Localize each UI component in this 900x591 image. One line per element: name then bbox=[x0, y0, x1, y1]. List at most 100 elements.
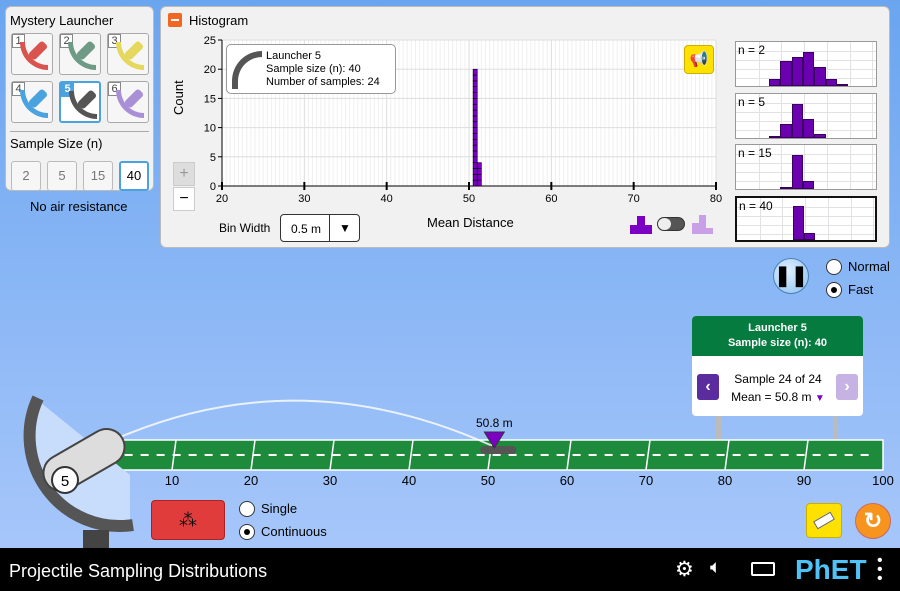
pause-button[interactable]: ❚❚ bbox=[773, 258, 809, 294]
speed-normal-radio[interactable] bbox=[826, 259, 842, 275]
sample-size-40-button[interactable]: 40 bbox=[119, 161, 149, 191]
histogram-dot bbox=[476, 168, 482, 175]
yard-line bbox=[566, 439, 572, 471]
next-sample-button[interactable]: › bbox=[836, 374, 858, 400]
single-radio[interactable] bbox=[239, 501, 255, 517]
grid-line bbox=[737, 224, 875, 226]
histogram-dot bbox=[472, 92, 478, 99]
field-tick-label: 70 bbox=[639, 473, 653, 488]
grid-line bbox=[737, 215, 875, 217]
mini-bar bbox=[792, 205, 805, 240]
sample-counter: Sample 24 of 24 bbox=[734, 372, 822, 386]
histogram-title: Histogram bbox=[189, 13, 249, 28]
eraser-button[interactable] bbox=[806, 503, 842, 538]
chevron-down-icon: ▼ bbox=[329, 215, 360, 241]
histogram-dot bbox=[476, 162, 482, 169]
grid-line bbox=[850, 197, 852, 240]
histogram-dot bbox=[472, 86, 478, 93]
histogram-dot bbox=[472, 74, 478, 82]
histogram-dot bbox=[472, 68, 478, 76]
sample-size-15-button[interactable]: 15 bbox=[83, 161, 113, 191]
reset-icon: ↻ bbox=[863, 508, 883, 533]
view-toggle-switch[interactable] bbox=[657, 217, 685, 231]
grid-line bbox=[849, 145, 851, 189]
yard-line bbox=[408, 439, 414, 471]
field-tick-label: 100 bbox=[872, 473, 894, 488]
mini-histogram-n2[interactable]: n = 2 bbox=[735, 41, 877, 87]
launcher-button-5[interactable]: 5 bbox=[59, 81, 101, 123]
grid-line bbox=[873, 197, 875, 240]
sound-button[interactable]: 📢 bbox=[684, 45, 714, 74]
grid-line bbox=[781, 93, 783, 138]
sample-size-5-button[interactable]: 5 bbox=[47, 161, 77, 191]
grid-line bbox=[826, 42, 828, 86]
grid-line bbox=[827, 197, 829, 240]
histogram-dot bbox=[472, 98, 478, 105]
histogram-dot bbox=[472, 150, 478, 158]
field-tick-label: 90 bbox=[797, 473, 811, 488]
launch-button[interactable]: ⁂ bbox=[151, 500, 225, 540]
mini-bar bbox=[780, 187, 792, 189]
mini-histogram-label: n = 40 bbox=[739, 198, 773, 213]
grid-line bbox=[826, 93, 828, 138]
collapse-button[interactable] bbox=[168, 13, 182, 27]
launcher-panel: Mystery Launcher 1 2 3 4 5 6 Sample Size… bbox=[5, 6, 154, 191]
field-tick-label: 60 bbox=[560, 473, 574, 488]
settings-icon[interactable]: ⚙ bbox=[675, 558, 694, 581]
reset-all-button[interactable]: ↻ bbox=[855, 503, 891, 539]
histogram-dot bbox=[472, 121, 478, 128]
y-axis-label: Count bbox=[171, 80, 186, 115]
continuous-radio[interactable] bbox=[239, 524, 255, 540]
air-resistance-label: No air resistance bbox=[30, 199, 128, 214]
menu-icon[interactable]: • • • bbox=[877, 552, 883, 587]
legend-sample-size: Sample size (n): 40 bbox=[266, 63, 361, 75]
x-axis-label: Mean Distance bbox=[427, 215, 514, 230]
legend-num-samples: Number of samples: 24 bbox=[266, 76, 380, 88]
yard-line bbox=[724, 439, 730, 471]
field-tick-label: 40 bbox=[402, 473, 416, 488]
phet-logo[interactable]: PhET bbox=[795, 554, 867, 585]
minus-icon bbox=[171, 19, 179, 21]
zoom-in-button[interactable]: + bbox=[173, 162, 195, 186]
launcher-button-4[interactable]: 4 bbox=[11, 81, 53, 123]
bin-width-select[interactable]: 0.5 m ▼ bbox=[280, 214, 360, 242]
launcher-button-2[interactable]: 2 bbox=[59, 33, 101, 75]
mini-histogram-n40[interactable]: n = 40 bbox=[735, 195, 877, 242]
mini-bar bbox=[814, 67, 826, 86]
dot-view-icon[interactable] bbox=[630, 216, 652, 234]
histogram-dot bbox=[476, 174, 482, 181]
sound-icon[interactable]: 🔈︎ bbox=[710, 557, 722, 578]
bar-view-icon[interactable] bbox=[692, 215, 714, 234]
mean-marker-icon: ▼ bbox=[814, 393, 825, 404]
launcher-button-1[interactable]: 1 bbox=[11, 33, 53, 75]
grid-line bbox=[781, 145, 783, 189]
x-tick-label: 30 bbox=[298, 193, 310, 205]
launcher-button-6[interactable]: 6 bbox=[107, 81, 149, 123]
grid-line bbox=[736, 163, 876, 164]
sample-size-2-button[interactable]: 2 bbox=[11, 161, 41, 191]
grid-line bbox=[736, 51, 876, 52]
histogram-dot bbox=[472, 168, 478, 175]
launcher-5-icon bbox=[232, 51, 262, 89]
field-tick-label: 30 bbox=[323, 473, 337, 488]
divider bbox=[10, 131, 149, 132]
mini-bar bbox=[814, 134, 826, 138]
y-tick-label: 20 bbox=[204, 64, 216, 76]
mini-bar bbox=[837, 84, 849, 86]
mini-bar bbox=[780, 60, 792, 86]
speed-normal-label: Normal bbox=[848, 259, 890, 274]
histogram-dot bbox=[472, 156, 478, 163]
mini-histogram-n15[interactable]: n = 15 bbox=[735, 144, 877, 190]
sim-title: Projectile Sampling Distributions bbox=[9, 561, 268, 581]
field-tick-label: 80 bbox=[718, 473, 732, 488]
speed-fast-radio[interactable] bbox=[826, 282, 842, 298]
previous-sample-button[interactable]: ‹ bbox=[697, 374, 719, 400]
mini-bar bbox=[825, 79, 838, 86]
zoom-out-button[interactable]: − bbox=[173, 187, 195, 211]
launcher-button-3[interactable]: 3 bbox=[107, 33, 149, 75]
field-tick-label: 10 bbox=[165, 473, 179, 488]
mini-histogram-n5[interactable]: n = 5 bbox=[735, 92, 877, 139]
keyboard-icon[interactable] bbox=[751, 562, 775, 576]
grid-line bbox=[782, 197, 784, 240]
grid-line bbox=[758, 93, 760, 138]
